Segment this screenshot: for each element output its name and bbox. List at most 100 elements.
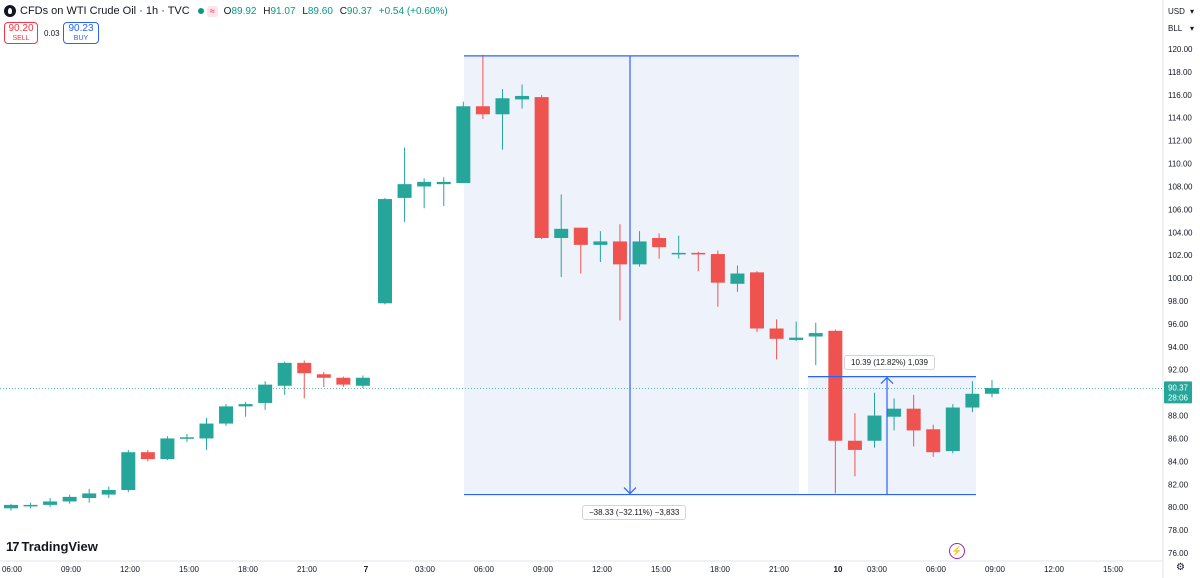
candle-body	[219, 406, 234, 424]
candle-body	[554, 228, 569, 238]
candle-body	[887, 408, 902, 417]
lightning-icon[interactable]: ⚡	[949, 543, 965, 559]
candle-body	[140, 452, 155, 460]
y-tick-label: 94.00	[1168, 343, 1189, 352]
candle-body	[769, 328, 784, 339]
y-tick-label: 92.00	[1168, 366, 1189, 375]
y-tick-label: 100.00	[1168, 274, 1193, 283]
x-tick-label: 12:00	[120, 565, 141, 574]
x-tick-label: 18:00	[710, 565, 731, 574]
x-tick-label: 03:00	[867, 565, 888, 574]
chevron-down-icon[interactable]: ▾	[1190, 24, 1195, 33]
y-tick-label: 110.00	[1168, 160, 1192, 169]
settings-icon[interactable]: ⚙	[1176, 562, 1185, 573]
ohlc-values: O89.92 H91.07 L89.60 C90.37 +0.54 (+0.60…	[223, 5, 448, 17]
candle-body	[945, 407, 960, 452]
y-tick-label: 76.00	[1168, 549, 1189, 558]
candle-body	[652, 238, 667, 248]
y-tick-label: 116.00	[1168, 91, 1192, 100]
y-tick-label: 82.00	[1168, 480, 1189, 489]
candle-body	[378, 199, 392, 304]
x-tick-label: 06:00	[2, 565, 23, 574]
x-tick-label: 7	[364, 565, 369, 574]
x-tick-label: 12:00	[592, 565, 613, 574]
x-tick-label: 12:00	[1044, 565, 1065, 574]
arrow-up-icon	[880, 376, 894, 385]
candle-body	[23, 504, 38, 507]
candle-body	[593, 241, 608, 245]
candle-body	[691, 252, 706, 255]
candle-body	[573, 227, 588, 245]
arrow-down-icon	[623, 487, 637, 495]
candle-body	[101, 490, 116, 495]
candle-body	[297, 362, 312, 374]
x-tick-label: 10	[834, 565, 843, 574]
y-tick-label: 114.00	[1168, 114, 1192, 123]
y-tick-label: 88.00	[1168, 412, 1189, 421]
candle-body	[534, 97, 549, 238]
y-tick-label: 80.00	[1168, 503, 1189, 512]
price-tag-countdown: 28:06	[1168, 393, 1189, 402]
y-tick-label: 102.00	[1168, 251, 1193, 260]
candle-body	[43, 501, 58, 505]
candle-body	[62, 496, 77, 502]
measure-down-label: −38.33 (−32.11%) −3,833	[582, 505, 687, 520]
candle-body	[397, 184, 412, 198]
candle-body	[926, 429, 941, 453]
spread-value: 0.03	[44, 29, 60, 38]
x-tick-label: 06:00	[926, 565, 947, 574]
price-tag	[1164, 381, 1192, 404]
chevron-down-icon[interactable]: ▾	[1190, 7, 1195, 16]
y-tick-label: 96.00	[1168, 320, 1189, 329]
candle-body	[730, 273, 745, 284]
price-tag-value: 90.37	[1168, 383, 1189, 392]
y-tick-label: 86.00	[1168, 434, 1189, 443]
candle-body	[355, 377, 370, 386]
candle-body	[316, 374, 331, 378]
candle-body	[515, 95, 530, 100]
candle-body	[258, 384, 273, 403]
candle-body	[612, 241, 627, 265]
x-tick-label: 21:00	[769, 565, 790, 574]
candle-body	[417, 181, 432, 187]
x-tick-label: 09:00	[533, 565, 554, 574]
x-tick-label: 15:00	[1103, 565, 1124, 574]
candle-body	[277, 362, 292, 386]
candle-body	[671, 252, 686, 255]
candle-body	[121, 452, 136, 490]
sell-button[interactable]: 90.20 SELL	[4, 22, 38, 44]
brand-name: TradingView	[21, 539, 98, 554]
candle-body	[984, 388, 999, 394]
candle-body	[906, 408, 921, 431]
unit-selector[interactable]: BLL	[1168, 24, 1183, 33]
buy-price: 90.23	[68, 23, 94, 34]
y-tick-label: 106.00	[1168, 205, 1193, 214]
x-tick-label: 15:00	[179, 565, 200, 574]
x-tick-label: 06:00	[474, 565, 495, 574]
candle-body	[495, 98, 510, 115]
x-tick-label: 09:00	[985, 565, 1006, 574]
candle-body	[828, 330, 843, 441]
candle-body	[789, 337, 804, 340]
currency-selector[interactable]: USD	[1168, 7, 1185, 16]
x-tick-label: 09:00	[61, 565, 82, 574]
candle-body	[475, 106, 490, 115]
y-tick-label: 112.00	[1168, 137, 1192, 146]
market-open-icon	[197, 8, 204, 14]
candle-body	[750, 272, 765, 329]
tradingview-mark-icon: 17	[6, 539, 20, 554]
symbol-title[interactable]: CFDs on WTI Crude Oil · 1h · TVC	[20, 5, 190, 17]
candle-body	[965, 393, 980, 408]
candle-body	[179, 437, 194, 439]
buy-button[interactable]: 90.23 BUY	[63, 22, 99, 44]
y-tick-label: 108.00	[1168, 182, 1193, 191]
tradingview-logo[interactable]: 17 TradingView	[6, 539, 98, 554]
x-tick-label: 18:00	[238, 565, 259, 574]
candle-body	[710, 254, 725, 283]
measure-up-label: 10.39 (12.82%) 1,039	[844, 355, 935, 370]
sell-price: 90.20	[8, 23, 34, 34]
candle-body	[82, 493, 97, 499]
candle-body	[4, 504, 18, 509]
y-tick-label: 118.00	[1168, 68, 1192, 77]
